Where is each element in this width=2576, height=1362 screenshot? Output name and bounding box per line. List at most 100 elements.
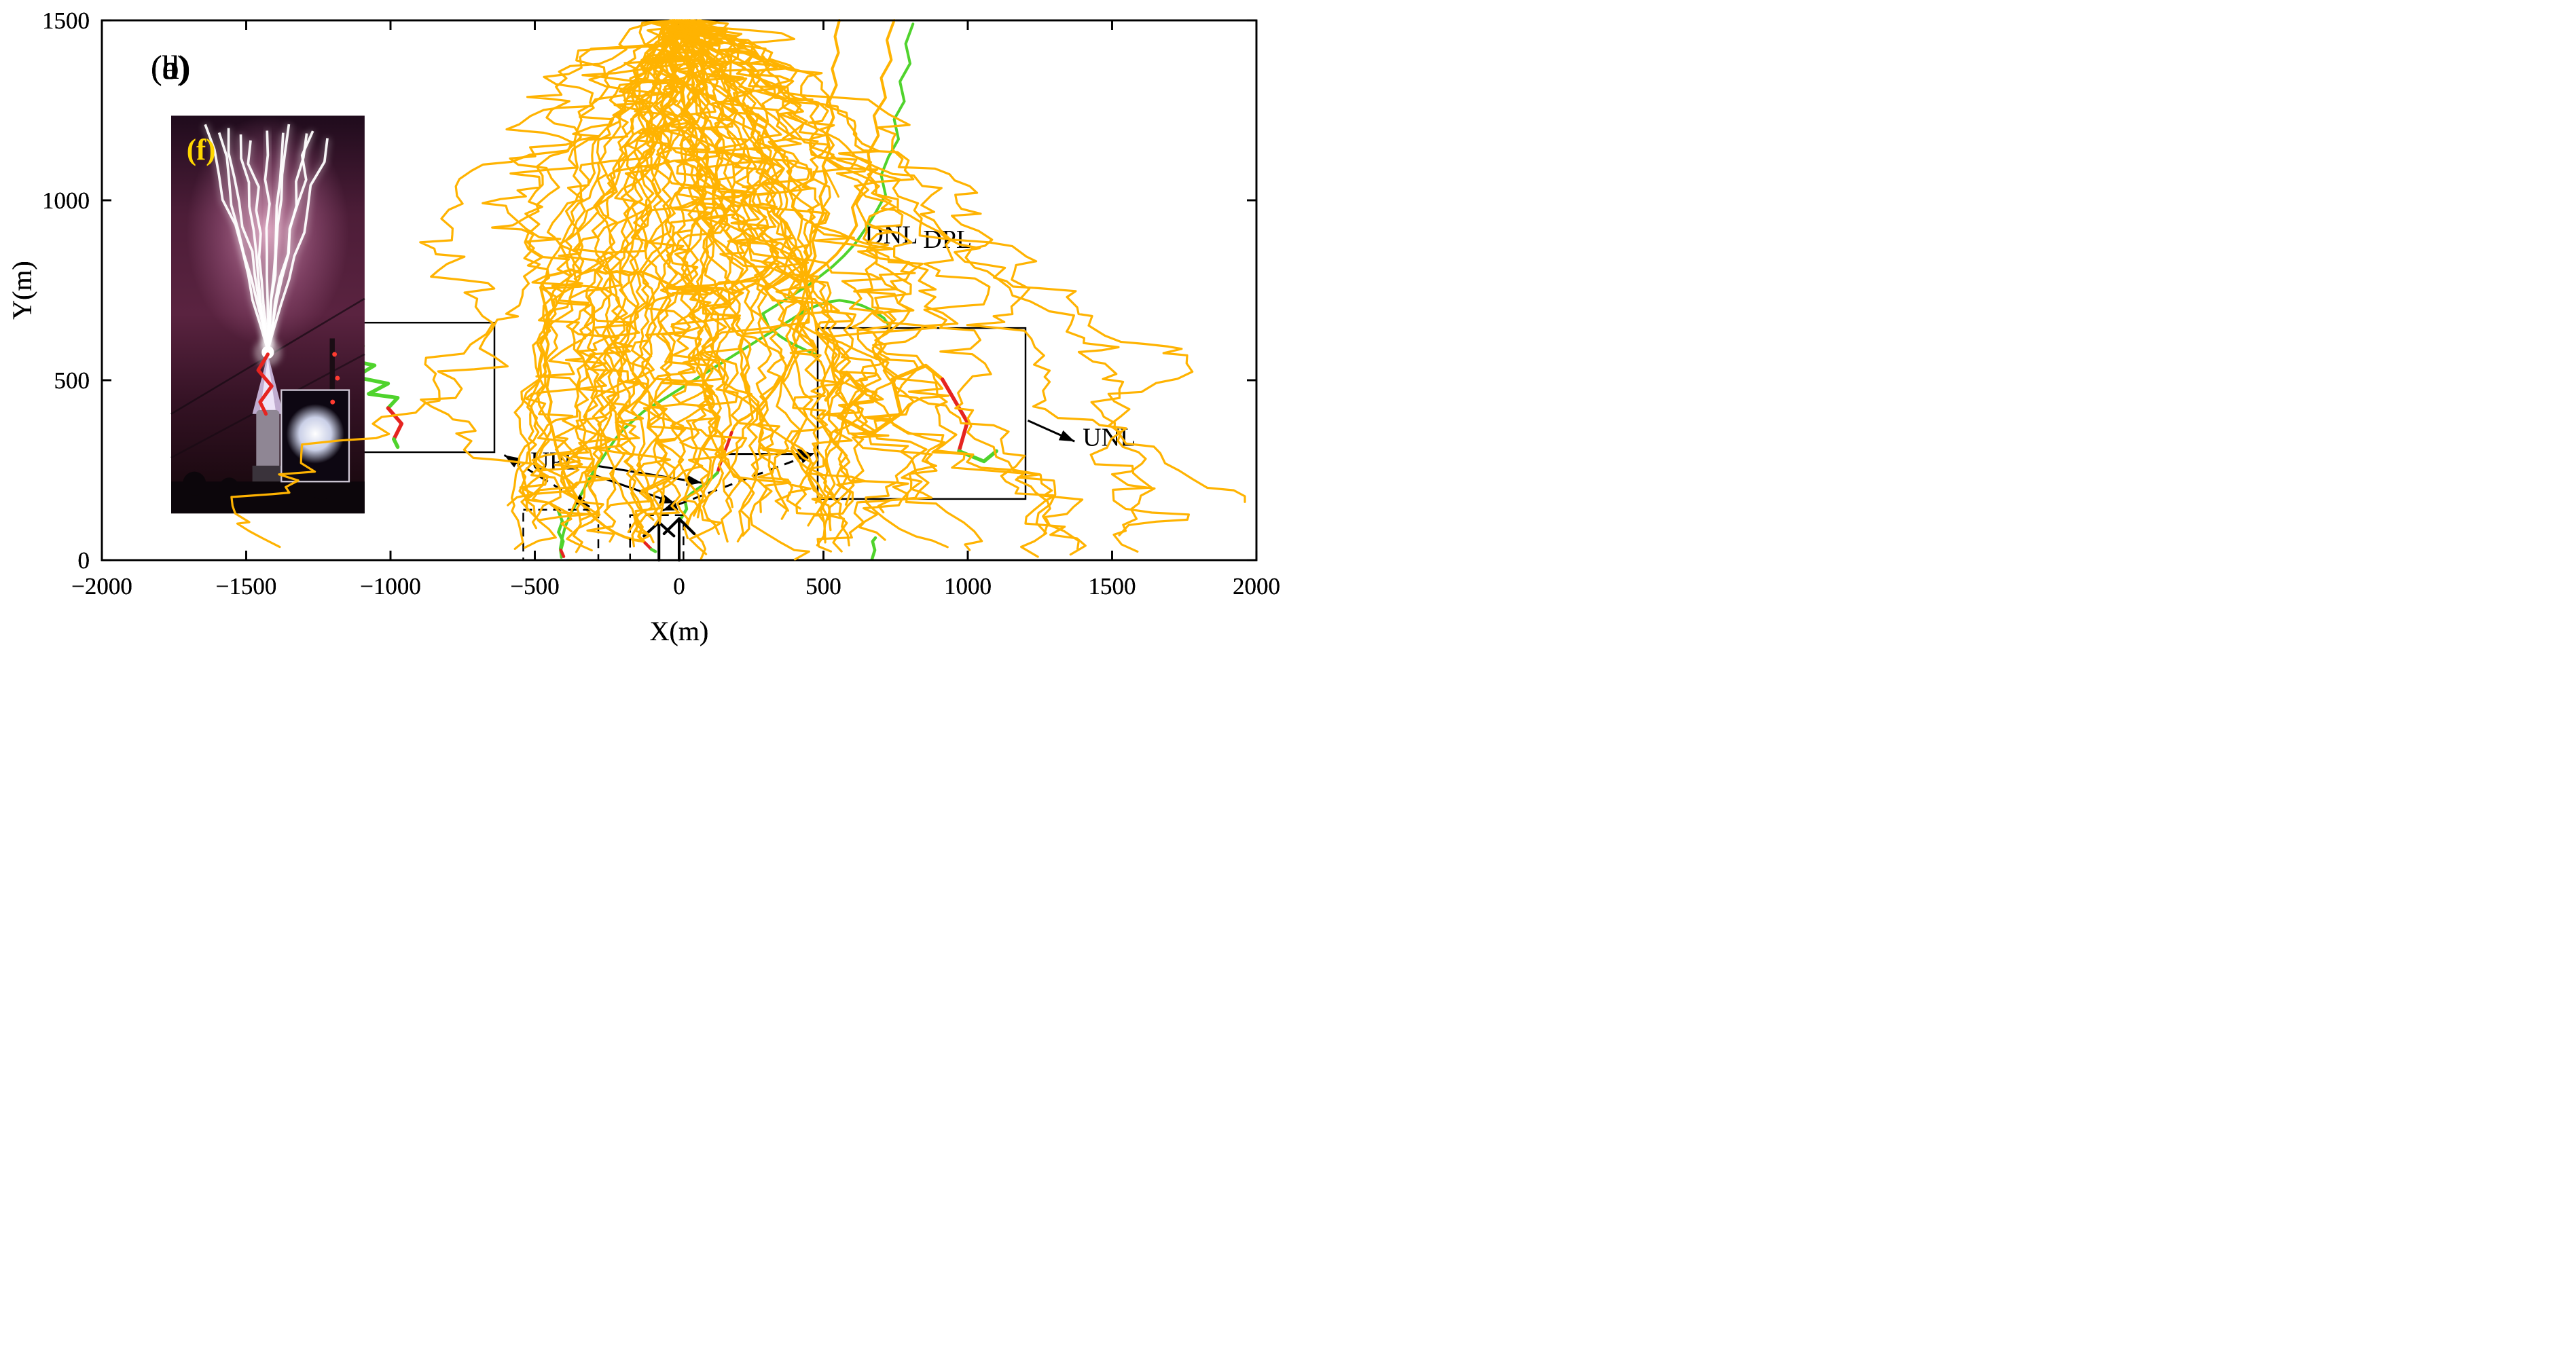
inset-leader-segment [940,377,970,454]
y-axis-label: Y(m) [7,261,37,320]
ensemble-path [674,19,938,541]
ensemble-path [687,19,1246,503]
x-tick-label: 1000 [944,573,992,600]
x-tick-label: 0 [673,573,685,600]
photo-label: (f) [187,133,216,166]
arrowhead [799,453,815,464]
x-tick-label: −1000 [360,573,421,600]
ensemble-path [699,19,846,520]
x-tick-label: 2000 [1233,573,1280,600]
inset-leader-segment [392,437,400,449]
leader-traces [230,19,1246,561]
ensemble-path [491,19,696,530]
ensemble-path [691,19,983,551]
ensemble-path [676,19,1087,556]
ensemble-path [524,19,686,549]
ensemble-path [673,19,1084,551]
y-axis-label: Y(m) [7,261,37,320]
ensemble-path [623,19,674,526]
ensemble-path [678,19,1191,536]
panel-d: −2000 −1500 −1000 −500 0 500 1000 1500 2000 0 500 1… [0,0,1288,681]
x-axis-label: X(m) [650,616,709,646]
x-tick-label: 2000 [1233,573,1280,600]
x-tick-label: 1500 [1089,573,1136,600]
axes: −2000 −1500 −1000 −500 0 500 1000 1500 2000 0 500 1… [7,7,1280,646]
ensemble-path [595,19,674,509]
y-tick-label: 1500 [42,7,90,34]
ensemble-path [420,19,719,552]
inset-leader-segment [386,406,404,441]
y-tick-label: 0 [78,547,90,574]
arrowhead [1058,430,1075,442]
x-tick-label: −2000 [71,573,132,600]
x-tick-label: 0 [673,573,685,600]
x-tick-label: −1500 [216,573,277,600]
x-tick-label: −1000 [360,573,421,600]
panel-letter: (c) [151,48,189,86]
x-tick-label: −2000 [71,573,132,600]
y-tick-label: 1500 [42,7,90,34]
panel-letter: (d) [151,48,190,86]
y-axis-label: Y(m) [7,261,37,320]
ensemble-path [673,19,742,543]
leader-tip-left-red [559,548,566,558]
photo-red-leader [256,352,274,416]
ensemble-path [650,19,882,527]
x-tick-label: 1500 [1089,573,1136,600]
y-tick-label: 500 [54,367,90,394]
y-tick-label: 1000 [42,187,90,214]
x-tick-label: −1500 [216,573,277,600]
y-tick-label: 1000 [42,187,90,214]
y-tick-label: 0 [78,547,90,574]
x-tick-label: −1500 [216,573,277,600]
x-tick-label: −500 [510,573,559,600]
panel-d-plot: −2000 −1500 −1000 −500 0 500 1000 1500 2000 0 500 1… [7,7,1280,646]
x-tick-label: −500 [510,573,559,600]
x-tick-label: −500 [510,573,559,600]
x-tick-label: 500 [805,573,841,600]
ensemble-path [230,19,675,549]
leader-DNL-branch-2 [822,165,840,198]
ensemble-path [685,19,1194,553]
x-axis-label: X(m) [650,616,709,646]
ensemble-path [617,19,691,520]
x-tick-label: −2000 [71,573,132,600]
x-tick-label: 500 [805,573,841,600]
x-tick-label: 2000 [1233,573,1280,600]
ensemble-path [660,19,811,561]
y-tick-label: 0 [78,547,90,574]
leader-green-fragment [870,536,877,562]
ensemble-path [524,19,709,521]
x-tick-label: 1000 [944,573,992,600]
panel-letter: (a) [151,48,189,86]
annotation-arrow [1027,419,1075,443]
x-axis-label: X(m) [650,616,709,646]
x-tick-label: 500 [805,573,841,600]
ensemble-path [678,19,790,512]
y-tick-label: 0 [78,547,90,574]
x-tick-label: 1500 [1089,573,1136,600]
y-tick-label: 1500 [42,7,90,34]
y-tick-label: 500 [54,367,90,394]
x-tick-label: 1000 [944,573,992,600]
ensemble-path [546,19,736,521]
y-tick-label: 1000 [42,187,90,214]
ensemble-path [672,19,949,549]
strike-rod-icon [662,517,696,562]
x-tick-label: 2000 [1233,573,1280,600]
y-axis-label: Y(m) [7,261,37,320]
x-tick-label: 0 [673,573,685,600]
x-tick-label: 1500 [1089,573,1136,600]
ensemble-path [634,19,748,544]
y-tick-label: 1500 [42,7,90,34]
x-tick-label: 1000 [944,573,992,600]
x-tick-label: −1500 [216,573,277,600]
x-tick-label: −1000 [360,573,421,600]
x-tick-label: −1000 [360,573,421,600]
ensemble-path [679,19,1057,558]
x-tick-label: 0 [673,573,685,600]
y-tick-label: 500 [54,367,90,394]
x-tick-label: 500 [805,573,841,600]
x-tick-label: −2000 [71,573,132,600]
